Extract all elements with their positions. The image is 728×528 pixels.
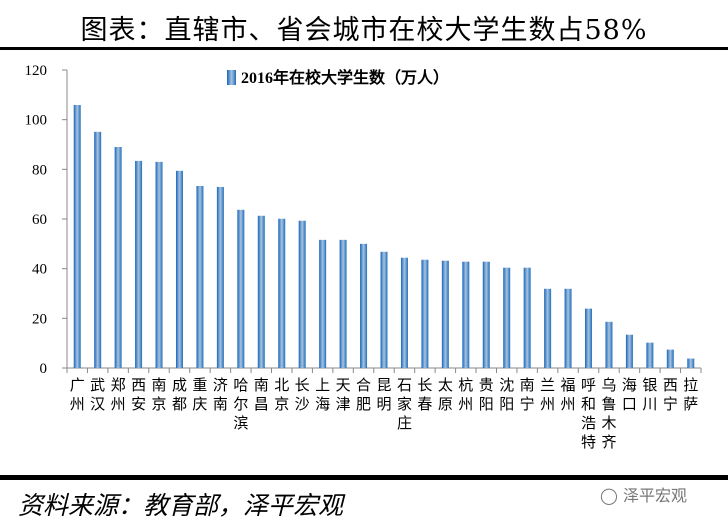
x-tick-label: 南京 bbox=[152, 377, 167, 413]
legend-swatch bbox=[227, 70, 236, 85]
bar-西宁 bbox=[666, 349, 674, 368]
bar-重庆 bbox=[196, 185, 204, 368]
x-tick-label: 西安 bbox=[131, 378, 146, 413]
bar-西安 bbox=[135, 160, 143, 368]
bar-石家庄 bbox=[400, 257, 408, 368]
y-tick-label: 60 bbox=[32, 212, 47, 228]
x-tick-label: 海口 bbox=[622, 377, 637, 413]
x-tick-label: 天津 bbox=[336, 378, 351, 413]
y-tick-label: 120 bbox=[25, 63, 48, 79]
y-tick-label: 0 bbox=[40, 361, 48, 377]
bar-成都 bbox=[175, 170, 183, 368]
bar-杭州 bbox=[462, 261, 470, 368]
x-tick-label: 北京 bbox=[274, 377, 289, 413]
chart-title: 图表：直辖市、省会城市在校大学生数占58% bbox=[80, 15, 648, 46]
bar-沈阳 bbox=[503, 267, 511, 368]
footer-divider bbox=[0, 475, 728, 480]
x-tick-label: 南昌 bbox=[254, 377, 269, 413]
x-tick-label: 沈阳 bbox=[499, 377, 514, 413]
bar-南京 bbox=[155, 161, 163, 368]
bar-兰州 bbox=[544, 288, 552, 368]
x-tick-label: 济南 bbox=[213, 377, 228, 413]
bar-长沙 bbox=[298, 220, 306, 368]
x-tick-label: 昆明 bbox=[376, 378, 391, 413]
bar-拉萨 bbox=[687, 358, 695, 368]
bar-呼和浩特 bbox=[585, 308, 593, 368]
x-tick-label: 广州 bbox=[70, 377, 85, 413]
bar-南昌 bbox=[257, 215, 265, 368]
x-tick-label: 郑州 bbox=[111, 377, 126, 413]
bar-天津 bbox=[339, 239, 347, 368]
x-tick-label: 太原 bbox=[438, 377, 453, 413]
bar-北京 bbox=[278, 218, 286, 368]
bar-上海 bbox=[319, 239, 327, 368]
bar-郑州 bbox=[114, 146, 122, 368]
bar-合肥 bbox=[360, 243, 368, 368]
bar-银川 bbox=[646, 342, 654, 368]
x-tick-label: 兰州 bbox=[540, 377, 555, 413]
bar-长春 bbox=[421, 259, 429, 368]
bar-海口 bbox=[625, 334, 633, 368]
x-tick-label: 西宁 bbox=[663, 378, 678, 413]
x-tick-label: 武汉 bbox=[90, 377, 105, 413]
source-note: 资料来源：教育部，泽平宏观 bbox=[18, 491, 344, 520]
legend-label: 2016年在校大学生数（万人） bbox=[241, 68, 449, 87]
x-tick-label: 乌鲁木齐 bbox=[601, 377, 616, 451]
bar-chart: 2016年在校大学生数（万人） 0 20 40 60 80 100 120 广州武汉郑州西安… bbox=[25, 63, 702, 451]
x-tick-label: 长春 bbox=[417, 377, 432, 413]
bar-福州 bbox=[564, 288, 572, 368]
wechat-icon: ◯ bbox=[600, 486, 618, 505]
y-tick-label: 40 bbox=[32, 262, 47, 278]
bar-南宁 bbox=[523, 267, 531, 368]
bar-贵阳 bbox=[482, 261, 490, 368]
y-tick-label: 20 bbox=[32, 311, 47, 327]
x-tick-label: 上海 bbox=[315, 377, 330, 413]
bar-乌鲁木齐 bbox=[605, 321, 613, 368]
x-tick-label: 南宁 bbox=[520, 377, 535, 413]
bar-济南 bbox=[216, 186, 224, 368]
bar-太原 bbox=[441, 260, 449, 368]
watermark: ◯ 泽平宏观 bbox=[600, 482, 687, 506]
x-tick-label: 呼和浩特 bbox=[581, 377, 596, 451]
title-divider bbox=[0, 47, 728, 50]
y-tick-label: 100 bbox=[25, 113, 48, 129]
bar-广州 bbox=[73, 105, 81, 368]
x-tick-label: 福州 bbox=[561, 377, 576, 413]
watermark-text: 泽平宏观 bbox=[623, 486, 688, 505]
x-tick-label: 拉萨 bbox=[683, 377, 698, 413]
x-tick-label: 贵阳 bbox=[479, 377, 494, 413]
x-tick-label: 长沙 bbox=[295, 377, 310, 413]
y-tick-label: 80 bbox=[32, 162, 47, 178]
x-tick-label: 合肥 bbox=[356, 377, 371, 413]
legend: 2016年在校大学生数（万人） bbox=[227, 68, 449, 87]
x-tick-label: 银川 bbox=[642, 377, 657, 413]
x-tick-label: 石家庄 bbox=[397, 378, 412, 432]
bar-武汉 bbox=[94, 131, 102, 368]
x-tick-label: 成都 bbox=[172, 377, 187, 413]
x-tick-label: 杭州 bbox=[458, 377, 473, 413]
x-tick-label: 哈尔滨 bbox=[233, 377, 248, 432]
bar-昆明 bbox=[380, 251, 388, 368]
bar-哈尔滨 bbox=[237, 209, 245, 368]
x-tick-label: 重庆 bbox=[192, 377, 207, 413]
